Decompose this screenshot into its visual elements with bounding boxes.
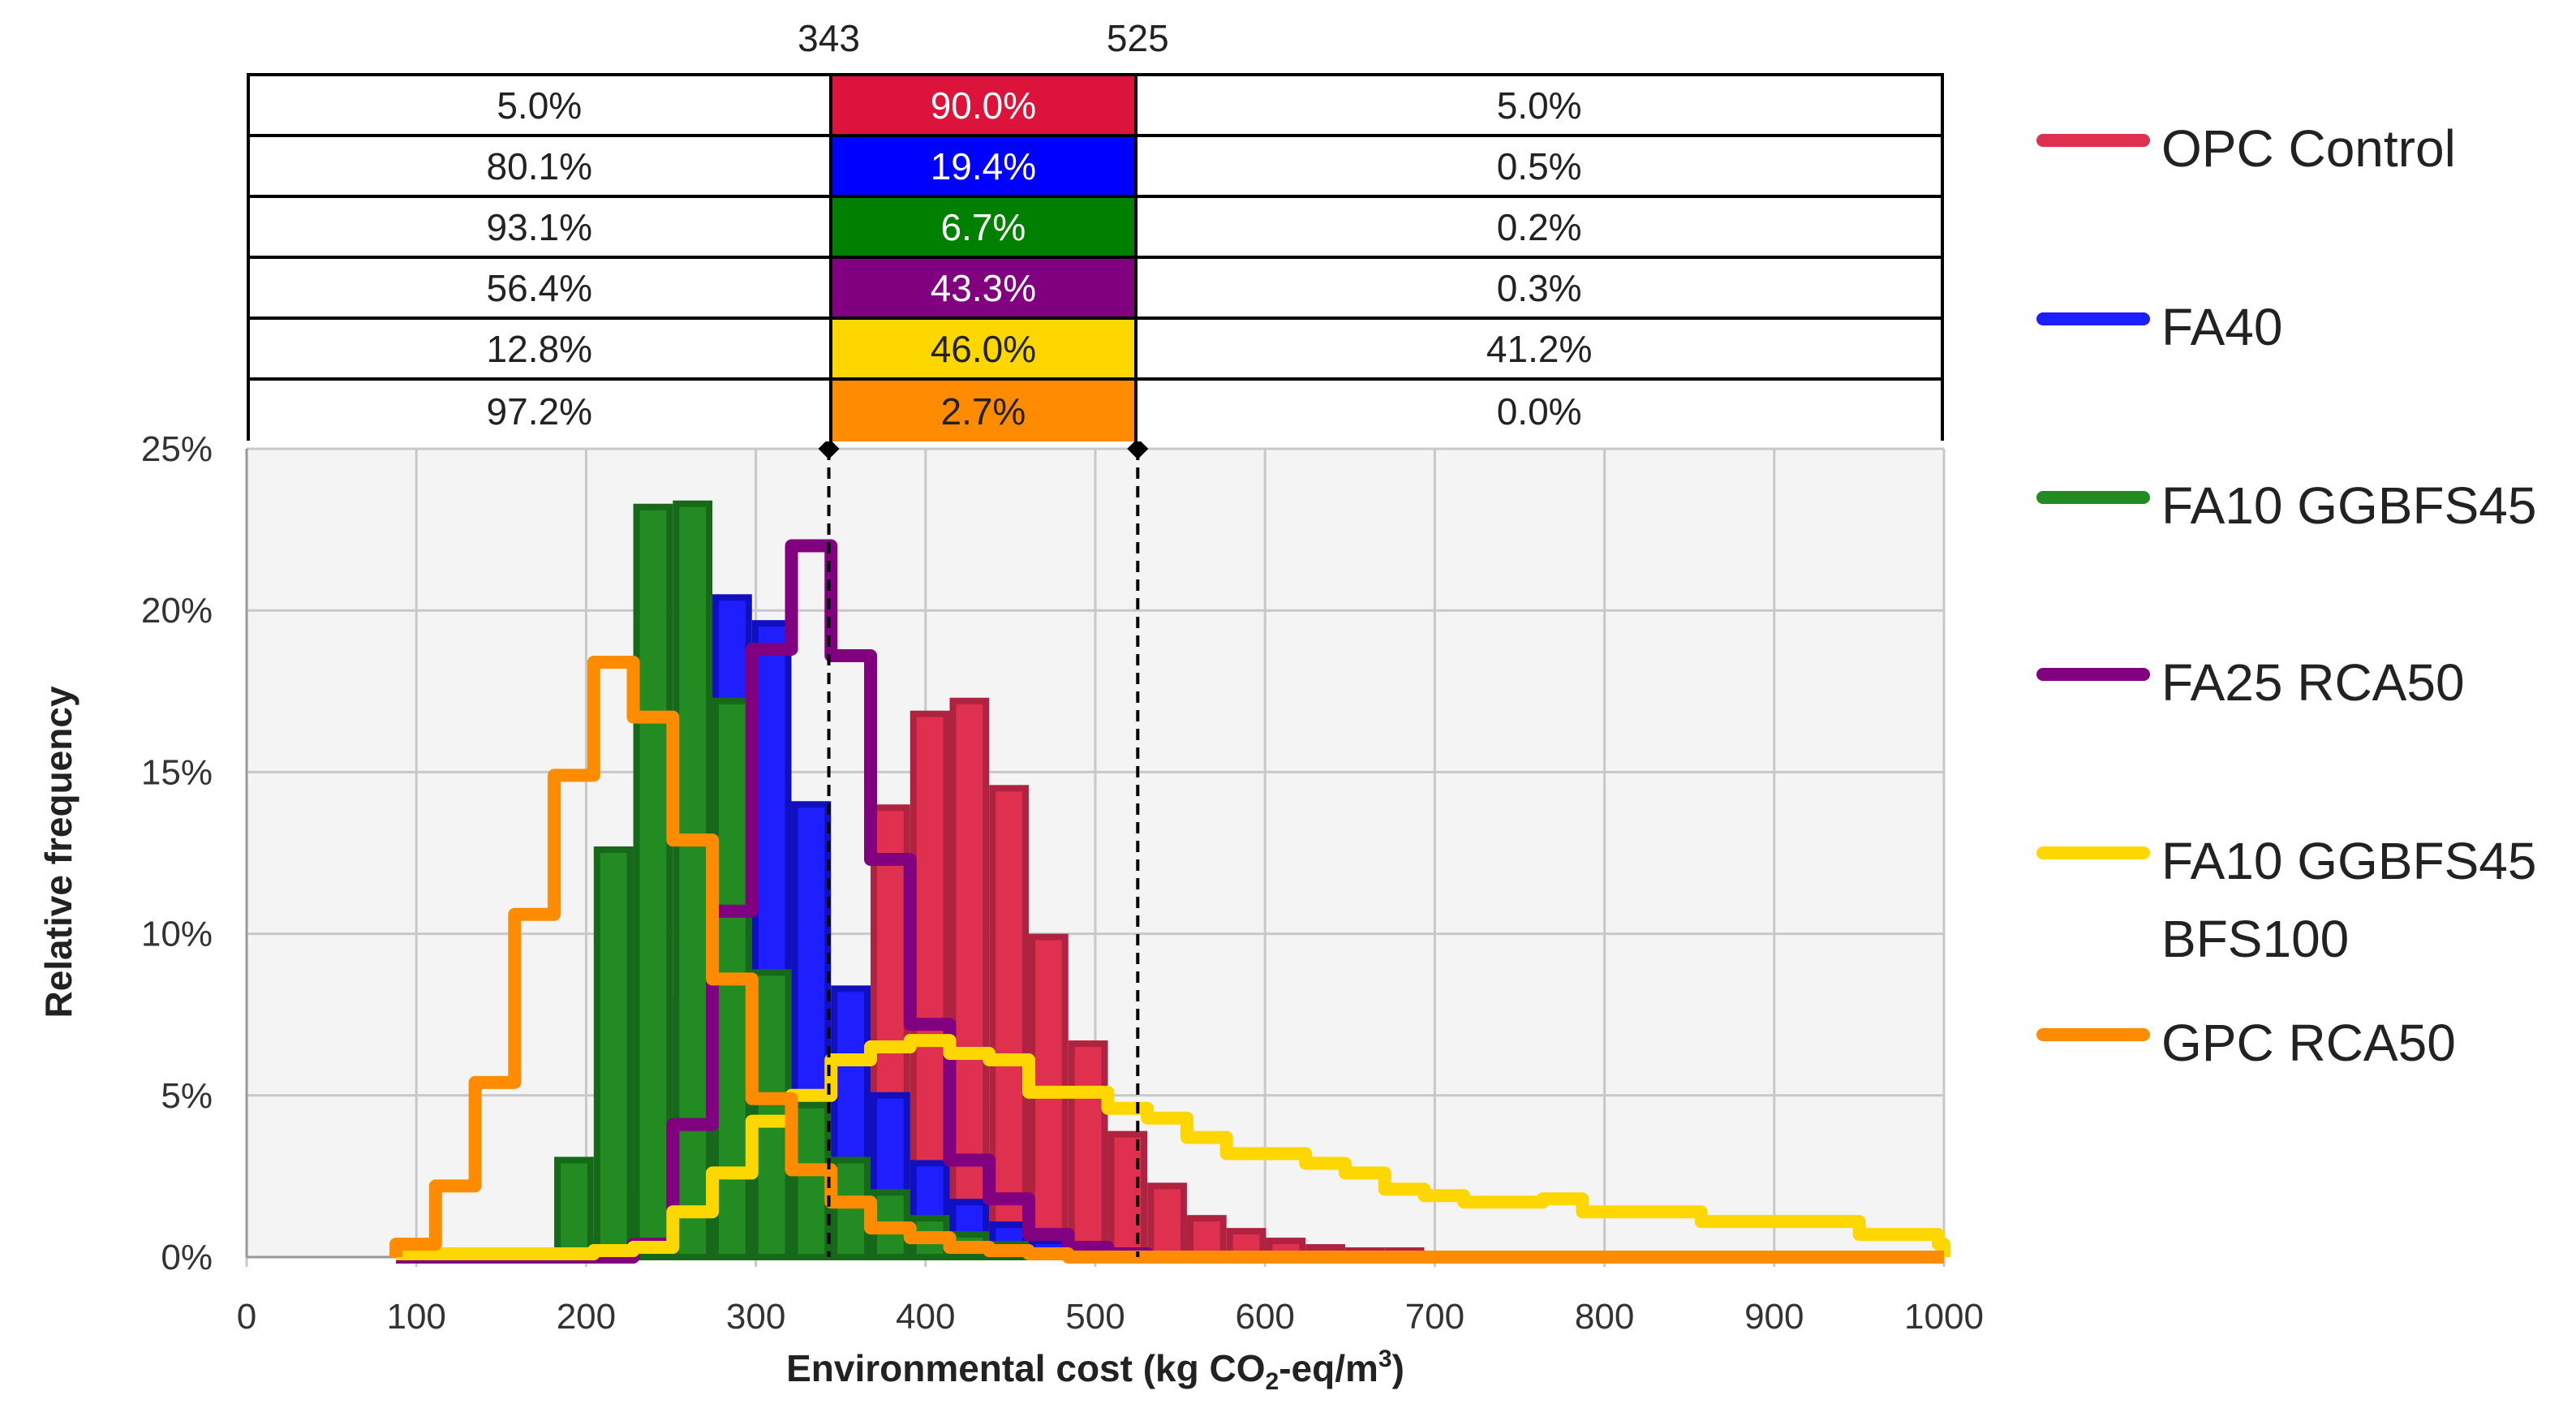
legend-item-gpc-rca50: GPC RCA50: [2036, 1004, 2456, 1082]
table-cell-above: 0.3%: [1137, 259, 1941, 316]
table-cell-below: 93.1%: [250, 198, 829, 256]
threshold-diamond-marker: [1127, 438, 1149, 459]
bar-opc-control: [1147, 1182, 1187, 1261]
y-tick-labels: 0% 5% 10% 15% 20% 25%: [141, 429, 213, 1277]
x-tick-labels: 0 100 200 300 400 500 600 700 800 900 1000: [237, 1297, 1984, 1337]
y-tick-label: 5%: [161, 1076, 213, 1116]
x-tick-label: 300: [726, 1297, 785, 1337]
table-row: 80.1% 19.4% 0.5%: [250, 137, 1941, 198]
legend-label: FA10 GGBFS45 BFS100: [2161, 822, 2536, 978]
threshold-label: 525: [1106, 17, 1169, 59]
bar-fa10-ggbfs45: [593, 846, 634, 1260]
table-cell-below: 80.1%: [250, 137, 829, 195]
step-lines-layer: [389, 539, 1950, 1264]
legend-label-line: FA10 GGBFS45: [2161, 832, 2537, 890]
legend-item-fa25-rca50: FA25 RCA50: [2036, 644, 2465, 721]
step-line-fa10-ggbfs45-bfs100: [389, 1034, 1950, 1261]
legend-label-line: BFS100: [2161, 910, 2350, 968]
table-row: 97.2% 2.7% 0.0%: [250, 381, 1941, 441]
table-cell-between: 2.7%: [828, 381, 1138, 441]
legend-item-fa10-ggbfs45: FA10 GGBFS45: [2036, 467, 2536, 545]
legend-swatch: [2036, 134, 2150, 147]
x-tick-label: 0: [237, 1297, 256, 1337]
y-axis-title: Relative frequency: [37, 686, 80, 1018]
legend-swatch: [2036, 846, 2150, 859]
x-tick-label: 500: [1065, 1297, 1125, 1337]
y-tick-label: 0%: [161, 1238, 213, 1277]
legend-label: GPC RCA50: [2161, 1014, 2456, 1072]
table-cell-between: 19.4%: [828, 137, 1138, 195]
y-tick-label: 15%: [141, 752, 213, 792]
legend-item-opc-control: OPC Control: [2036, 110, 2456, 187]
legend-label: FA40: [2161, 298, 2283, 356]
table-row: 56.4% 43.3% 0.3%: [250, 259, 1941, 320]
step-line-gpc-rca50: [389, 655, 1946, 1264]
x-tick-label: 700: [1405, 1297, 1464, 1337]
table-cell-above: 0.0%: [1137, 381, 1941, 441]
x-tick-label: 900: [1744, 1297, 1804, 1337]
y-tick-label: 10%: [141, 915, 213, 954]
x-axis-title: Environmental cost (kg CO2-eq/m3): [786, 1346, 1404, 1395]
legend-label: OPC Control: [2161, 119, 2456, 178]
table-cell-between: 6.7%: [828, 198, 1138, 256]
bar-opc-control: [989, 785, 1029, 1260]
legend-item-fa40: FA40: [2036, 288, 2282, 366]
threshold-diamond-marker: [818, 438, 840, 459]
x-tick-label: 100: [386, 1297, 445, 1337]
legend-swatch: [2036, 668, 2150, 681]
bar-opc-control: [949, 697, 990, 1260]
threshold-label: 343: [798, 17, 860, 59]
x-tick-label: 600: [1235, 1297, 1294, 1337]
x-tick-label: 800: [1575, 1297, 1634, 1337]
table-cell-between: 90.0%: [828, 76, 1138, 134]
x-tick-label: 400: [896, 1297, 955, 1337]
table-cell-above: 0.2%: [1137, 198, 1941, 256]
table-row: 12.8% 46.0% 41.2%: [250, 320, 1941, 381]
legend-swatch: [2036, 312, 2150, 325]
table-cell-above: 0.5%: [1137, 137, 1941, 195]
probability-table: 5.0% 90.0% 5.0% 80.1% 19.4% 0.5% 93.1% 6.7% 0.2%…: [247, 73, 1944, 441]
legend-label: FA25 RCA50: [2161, 653, 2465, 712]
table-cell-below: 12.8%: [250, 320, 829, 377]
bar-fa10-ggbfs45: [791, 1101, 832, 1260]
table-cell-above: 5.0%: [1137, 76, 1941, 134]
table-cell-above: 41.2%: [1137, 320, 1941, 377]
table-cell-between: 43.3%: [828, 259, 1138, 316]
legend-label: FA10 GGBFS45: [2161, 476, 2537, 535]
table-row: 5.0% 90.0% 5.0%: [250, 76, 1941, 137]
table-cell-below: 5.0%: [250, 76, 829, 134]
legend-swatch: [2036, 491, 2150, 504]
legend-swatch: [2036, 1028, 2150, 1041]
x-tick-label: 1000: [1904, 1297, 1984, 1337]
x-tick-label: 200: [557, 1297, 616, 1337]
table-cell-between: 46.0%: [828, 320, 1138, 377]
threshold-lines: [818, 438, 1149, 1257]
table-cell-below: 97.2%: [250, 381, 829, 441]
table-row: 93.1% 6.7% 0.2%: [250, 198, 1941, 259]
y-tick-label: 20%: [141, 591, 213, 631]
legend-item-fa10-ggbfs45-bfs100: FA10 GGBFS45 BFS100: [2036, 822, 2536, 978]
bar-opc-control: [1068, 1040, 1108, 1261]
bar-fa10-ggbfs45: [554, 1156, 594, 1260]
y-tick-label: 25%: [141, 429, 213, 469]
table-cell-below: 56.4%: [250, 259, 829, 316]
bar-fa10-ggbfs45: [633, 503, 673, 1260]
bar-fa10-ggbfs45: [673, 500, 713, 1260]
